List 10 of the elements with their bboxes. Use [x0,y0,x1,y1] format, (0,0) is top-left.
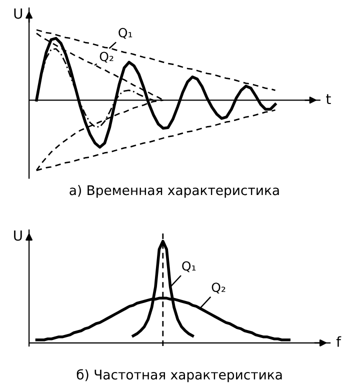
x-axis-title: f [336,336,342,347]
series-label: Q₁ [182,261,196,272]
y-axis-title: U [14,8,22,19]
legend-label: Q₂ [100,52,114,63]
x-axis-title: t [326,94,331,104]
text: б) Частотная характеристика [76,369,282,382]
series-label: Q₂ [212,282,226,294]
y-axis-title: U [14,230,22,241]
series-label: Q₁ [118,28,132,39]
text: а) Временная характеристика [70,184,279,198]
